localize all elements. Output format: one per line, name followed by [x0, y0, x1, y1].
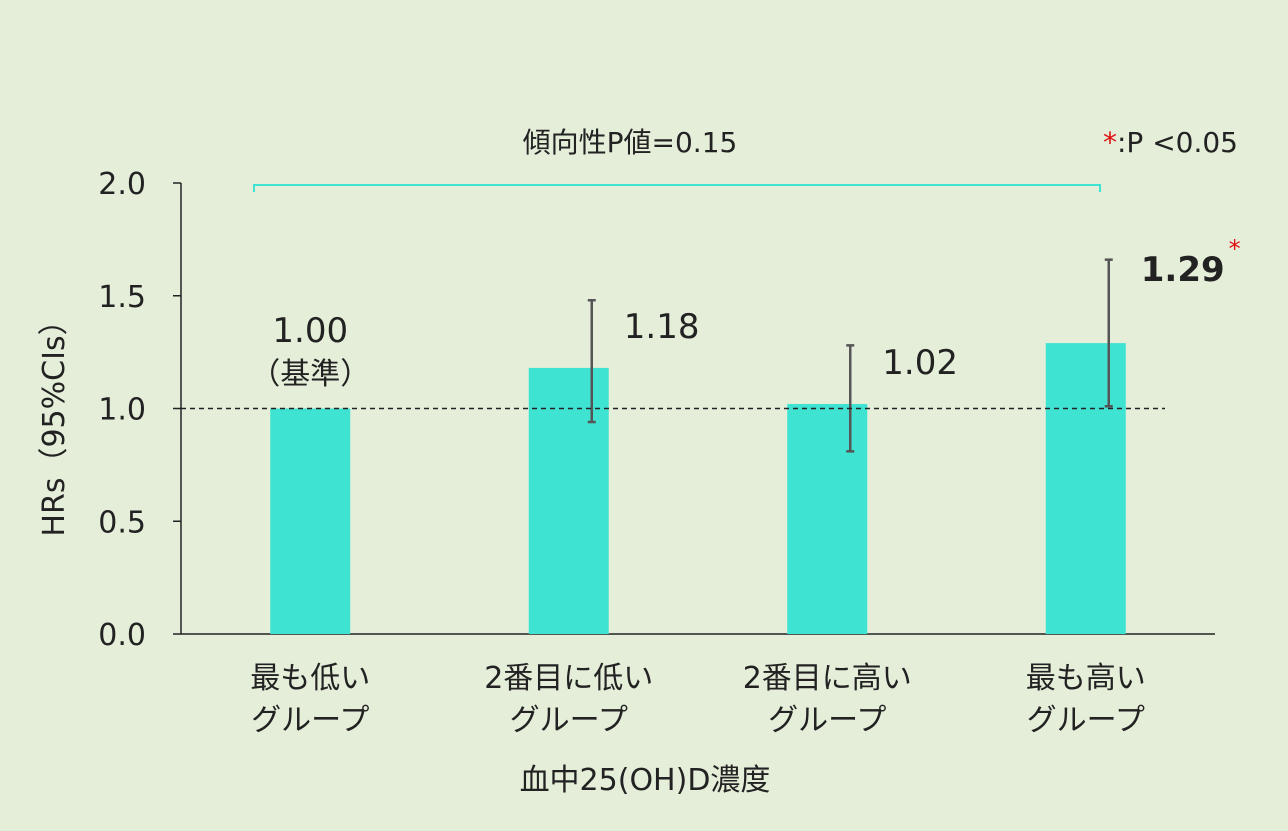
bar — [1045, 343, 1126, 634]
trend-bracket — [253, 184, 1101, 192]
reference-note: （基準） — [250, 357, 370, 392]
bar — [270, 408, 351, 634]
category-label: グループ — [768, 703, 886, 738]
bar — [528, 367, 609, 634]
category-label: グループ — [510, 703, 628, 738]
y-tick-label: 2.0 — [98, 167, 146, 202]
y-tick-label: 1.5 — [98, 280, 146, 315]
category-label: 最も高い — [1026, 661, 1146, 696]
category-label: グループ — [251, 703, 369, 738]
category-label: グループ — [1027, 703, 1145, 738]
value-label: 1.00 — [272, 311, 348, 351]
y-axis-title: HRs（95%CIs） — [37, 305, 72, 536]
x-axis-title: 血中25(OH)D濃度 — [520, 763, 771, 798]
y-tick-label: 0.0 — [98, 618, 146, 653]
value-label: 1.02 — [882, 343, 958, 383]
value-label: 1.29 — [1141, 250, 1225, 290]
significance-legend-text: :P <0.05 — [1117, 126, 1238, 159]
significance-legend-mark: * — [1103, 126, 1117, 159]
category-label: 最も低い — [250, 661, 370, 696]
y-tick-label: 1.0 — [98, 393, 146, 428]
trend-label: 傾向性P値=0.15 — [523, 126, 738, 159]
significance-legend: *:P <0.05 — [1103, 126, 1238, 159]
significance-mark: * — [1229, 235, 1241, 263]
bar — [787, 403, 868, 634]
category-label: 2番目に低い — [484, 661, 653, 696]
value-label: 1.18 — [624, 307, 700, 347]
y-tick-label: 0.5 — [98, 505, 146, 540]
category-label: 2番目に高い — [743, 661, 912, 696]
